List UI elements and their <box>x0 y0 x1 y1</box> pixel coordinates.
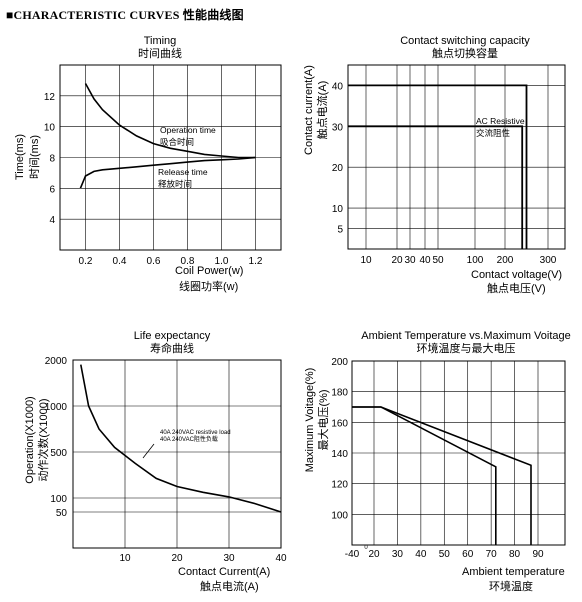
timing-y-tick-label: 8 <box>49 154 55 165</box>
release-time-label-cn: 释放时间 <box>158 179 192 189</box>
ambient-y-tick-label: 120 <box>331 480 348 491</box>
operation-time-line <box>84 83 256 159</box>
ac-resistive-30a-line <box>348 125 524 249</box>
capacity-y-tick-label: 20 <box>332 163 344 174</box>
ambient-y-axis-label-cn: 最大电压(%) <box>316 389 330 450</box>
timing-title: Timing <box>144 35 177 47</box>
timing-y-axis-label: Time(ms) <box>14 134 26 180</box>
ambient-x-tick-label: 40 <box>415 549 427 560</box>
capacity-x-tick-label: 30 <box>404 255 416 266</box>
capacity-x-axis-label: Contact voltage(V) <box>471 269 562 281</box>
capacity-plot-frame <box>347 64 566 250</box>
release-time-label: Release time <box>158 167 208 177</box>
release-time-line <box>79 156 256 189</box>
operation-time-label: Operation time <box>160 125 216 135</box>
life-x-axis-label-cn: 触点电流(A) <box>200 579 259 593</box>
life-y-tick-label: 500 <box>50 448 67 459</box>
ac-resistive-label-cn: 交流阻性 <box>476 128 511 138</box>
capacity-y-tick-label: 5 <box>337 225 343 236</box>
capacity-subtitle: 触点切换容量 <box>432 46 498 60</box>
life-title: Life expectancy <box>134 330 211 342</box>
capacity-x-tick-label: 10 <box>360 255 372 266</box>
ambient-x-tick-label: 20 <box>368 549 380 560</box>
capacity-x-tick-label: 200 <box>497 255 514 266</box>
life-y-tick-label: 100 <box>50 494 67 505</box>
capacity-x-tick-label: 40 <box>419 255 431 266</box>
timing-subtitle: 时间曲线 <box>138 46 182 60</box>
life-annotation-label-cn: 40A 240VAC阻性负载 <box>160 435 218 443</box>
timing-y-axis-label-cn: 时间(ms) <box>28 135 41 179</box>
capacity-title: Contact switching capacity <box>400 35 530 47</box>
max-voltage-line-2 <box>352 406 532 545</box>
life-annotation-leader <box>142 443 155 459</box>
ambient-y-tick-label: 140 <box>331 449 348 460</box>
life-y-tick-label: 2000 <box>45 356 68 367</box>
ambient-x-tick-label: 80 <box>509 549 521 560</box>
timing-x-tick-label: 1.2 <box>249 256 263 267</box>
timing-x-axis-label: Coil Power(w) <box>175 265 243 277</box>
capacity-y-axis-label-cn: 触点电流(A) <box>315 81 329 140</box>
timing-x-tick-label: 0.6 <box>147 256 161 267</box>
capacity-y-tick-label: 30 <box>332 122 344 133</box>
ambient-y-tick-label: 200 <box>331 357 348 368</box>
capacity-x-tick-label: 20 <box>391 255 403 266</box>
timing-x-tick-label: 0.2 <box>79 256 93 267</box>
ambient-x-tick-label: 50 <box>439 549 451 560</box>
life-x-tick-label: 40 <box>275 553 287 564</box>
life-annotation-label: 40A 240VAC resistive load <box>160 430 231 436</box>
life-curve-line <box>80 364 282 513</box>
timing-x-tick-label: 0.8 <box>181 256 195 267</box>
timing-y-tick-label: 4 <box>49 215 55 226</box>
capacity-x-tick-label: 100 <box>467 255 484 266</box>
operation-time-label-cn: 吸合时间 <box>160 137 194 147</box>
ambient-subtitle: 环境温度与最大电压 <box>417 341 516 355</box>
capacity-x-axis-label-cn: 触点电压(V) <box>487 281 546 295</box>
timing-x-tick-label: 1.0 <box>215 256 229 267</box>
timing-y-tick-label: 6 <box>49 184 55 195</box>
ambient-x-tick-label: 0 <box>364 545 368 551</box>
ambient-x-tick-label: -40 <box>345 549 360 560</box>
timing-x-tick-label: 0.4 <box>113 256 127 267</box>
timing-y-tick-label: 10 <box>44 123 56 134</box>
life-x-tick-label: 20 <box>171 553 183 564</box>
life-x-axis-label: Contact Current(A) <box>178 566 270 578</box>
capacity-y-axis-label: Contact current(A) <box>303 65 315 155</box>
life-x-tick-label: 10 <box>119 553 131 564</box>
ambient-y-tick-label: 100 <box>331 510 348 521</box>
max-voltage-line-1 <box>352 406 497 545</box>
ambient-title: Ambient Temperature vs.Maximum Voitage <box>361 330 571 342</box>
capacity-x-tick-label: 50 <box>432 255 444 266</box>
page-header: ■CHARACTERISTIC CURVES 性能曲线图 <box>6 8 244 22</box>
capacity-x-tick-label: 300 <box>540 255 557 266</box>
capacity-y-tick-label: 40 <box>332 81 344 92</box>
ambient-y-axis-label: Maximum Voitage(%) <box>304 368 316 473</box>
life-y-tick-label: 50 <box>56 508 68 519</box>
ambient-x-tick-label: 30 <box>392 549 404 560</box>
ambient-temperature-chart: Ambient Temperature vs.Maximum Voitage环境… <box>304 330 571 593</box>
ac-resistive-40a-line <box>348 84 528 249</box>
ambient-x-tick-label: 90 <box>532 549 544 560</box>
timing-y-tick-label: 12 <box>44 92 56 103</box>
ambient-x-axis-label-cn: 环境温度 <box>489 579 533 593</box>
ambient-x-tick-label: 70 <box>486 549 498 560</box>
life-subtitle: 寿命曲线 <box>150 341 194 355</box>
life-y-axis-label-cn: 动作次数(X1000) <box>36 398 50 481</box>
life-y-tick-label: 1000 <box>45 402 68 413</box>
ambient-x-tick-label: 60 <box>462 549 474 560</box>
life-x-tick-label: 30 <box>223 553 235 564</box>
capacity-y-tick-label: 10 <box>332 204 344 215</box>
ambient-x-axis-label: Ambient temperature <box>462 566 565 578</box>
ambient-y-tick-label: 160 <box>331 418 348 429</box>
ambient-y-tick-label: 180 <box>331 388 348 399</box>
life-y-axis-label: Operation(X1000) <box>24 396 36 483</box>
ac-resistive-label: AC Resistive <box>476 116 525 126</box>
timing-x-axis-label-cn: 线圈功率(w) <box>179 279 238 293</box>
